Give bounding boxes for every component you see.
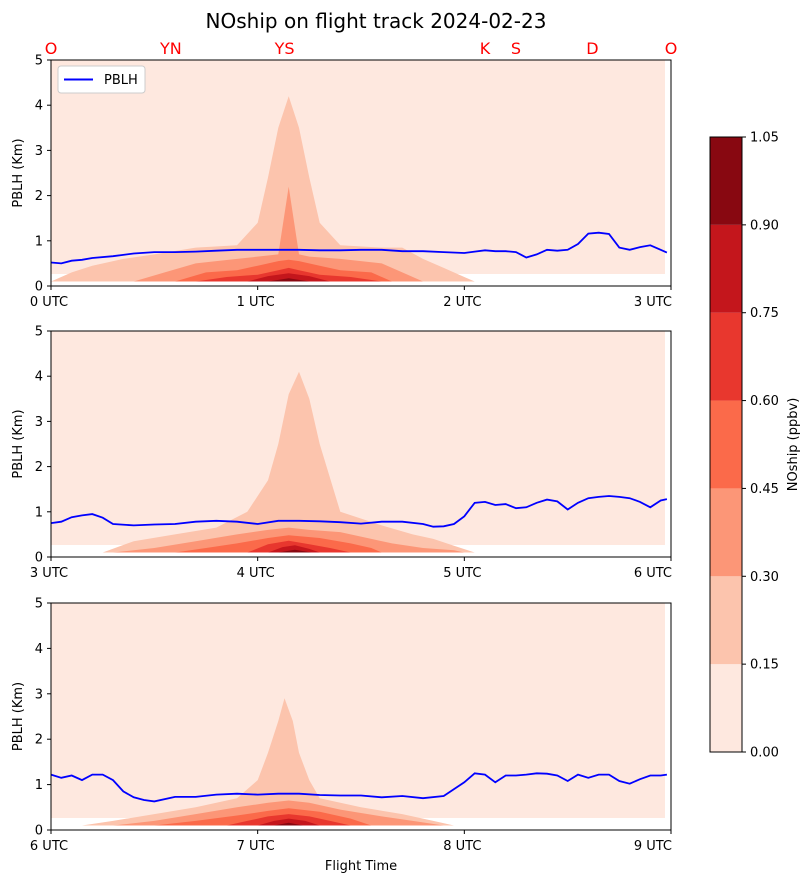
- y-tick-label: 5: [35, 597, 43, 612]
- axes-frame: [50, 602, 672, 831]
- colorbar-label: NOship (ppbv): [786, 398, 801, 492]
- contour-background: [51, 60, 665, 274]
- y-tick-label: 5: [35, 325, 43, 340]
- y-tick-label: 4: [35, 99, 43, 114]
- colorbar-tick-label: 0.45: [750, 482, 779, 497]
- y-tick-label: 0: [35, 824, 43, 839]
- colorbar-segment: [710, 488, 742, 577]
- contour-band-level-5: [257, 818, 320, 826]
- panel-1: 0 1 2 3 4 5 0 UTC 1 UTC 2 UTC 3 UTC PBLH (Km) PBLH: [11, 54, 672, 311]
- colorbar-tick-label: 0.30: [750, 570, 779, 585]
- station-labels: O YN YS K S D O: [45, 39, 678, 58]
- y-tick-label: 0: [35, 280, 43, 295]
- panel-3: 0 1 2 3 4 5 6 UTC 7 UTC 8 UTC 9 UTC PBLH (Km): [11, 597, 672, 855]
- x-tick-label: 3 UTC: [634, 295, 672, 310]
- contour-band-level-1: [102, 371, 475, 553]
- colorbar-tick-label: 0.75: [750, 306, 779, 321]
- colorbar-tick-label: 1.05: [750, 131, 779, 146]
- contour-band-level-5: [268, 545, 320, 553]
- x-tick-label: 5 UTC: [443, 566, 481, 581]
- x-tick-label: 8 UTC: [443, 839, 481, 854]
- contour-band-level-1: [51, 96, 475, 282]
- chart-title: NOship on flight track 2024-02-23: [206, 9, 547, 33]
- colorbar-segment: [710, 312, 742, 401]
- contour-background: [51, 603, 665, 818]
- pblh-line: [50, 772, 668, 803]
- x-tick-label: 9 UTC: [634, 839, 672, 854]
- contour-band-level-6: [278, 549, 312, 553]
- x-tick-label: 2 UTC: [443, 295, 481, 310]
- y-tick-label: 5: [35, 54, 43, 69]
- y-tick-label: 2: [35, 189, 43, 204]
- panel-2: 0 1 2 3 4 5 3 UTC 4 UTC 5 UTC 6 UTC PBLH (Km): [11, 325, 672, 582]
- colorbar-segment: [710, 400, 742, 489]
- station-label: YS: [274, 39, 295, 58]
- station-label: O: [45, 39, 58, 58]
- legend-label: PBLH: [104, 73, 138, 88]
- x-tick-label: 3 UTC: [30, 566, 68, 581]
- contour-band-level-1: [82, 698, 454, 826]
- contour-band-level-6: [268, 278, 310, 282]
- y-tick-label: 0: [35, 551, 43, 566]
- y-tick-label: 3: [35, 687, 43, 702]
- y-tick-label: 3: [35, 415, 43, 430]
- colorbar-segment: [710, 137, 742, 225]
- x-tick-label: 4 UTC: [237, 566, 275, 581]
- legend: PBLH: [57, 65, 146, 94]
- colorbar-tick-label: 0.15: [750, 658, 779, 673]
- pblh-line: [50, 495, 668, 528]
- colorbar-tick-label: 0.90: [750, 218, 779, 233]
- y-axis-label: PBLH (Km): [11, 409, 26, 478]
- colorbar-segment: [710, 576, 742, 665]
- colorbar-tick-label: 0.60: [750, 394, 779, 409]
- x-tick-label: 6 UTC: [30, 839, 68, 854]
- x-axis-label: Flight Time: [325, 859, 397, 874]
- station-label: YN: [159, 39, 182, 58]
- axes-frame: [50, 330, 672, 558]
- x-tick-label: 7 UTC: [237, 839, 275, 854]
- y-tick-label: 1: [35, 234, 43, 249]
- colorbar-tick-label: 0.00: [750, 746, 779, 761]
- colorbar: 0.00 0.15 0.30 0.45 0.60 0.75 0.90 1.05 NOship (…: [709, 131, 801, 761]
- station-label: S: [511, 39, 521, 58]
- colorbar-segment: [710, 664, 742, 752]
- contour-background: [51, 331, 665, 545]
- x-tick-label: 6 UTC: [634, 566, 672, 581]
- y-tick-label: 1: [35, 778, 43, 793]
- y-tick-label: 2: [35, 460, 43, 475]
- y-tick-label: 3: [35, 144, 43, 159]
- legend-box: [57, 65, 146, 94]
- colorbar-segment: [710, 224, 742, 313]
- colorbar-frame: [709, 136, 743, 753]
- station-label: O: [665, 39, 678, 58]
- contour-band-level-5: [247, 273, 330, 282]
- x-tick-label: 1 UTC: [237, 295, 275, 310]
- y-axis-label: PBLH (Km): [11, 682, 26, 751]
- station-label: D: [586, 39, 598, 58]
- y-tick-label: 2: [35, 733, 43, 748]
- y-tick-label: 4: [35, 642, 43, 657]
- contour-band-level-6: [274, 822, 304, 826]
- y-tick-label: 1: [35, 505, 43, 520]
- y-tick-label: 4: [35, 370, 43, 385]
- pblh-line: [50, 231, 668, 265]
- x-tick-label: 0 UTC: [30, 295, 68, 310]
- y-axis-label: PBLH (Km): [11, 138, 26, 207]
- axes-frame: [50, 59, 672, 287]
- station-label: K: [480, 39, 491, 58]
